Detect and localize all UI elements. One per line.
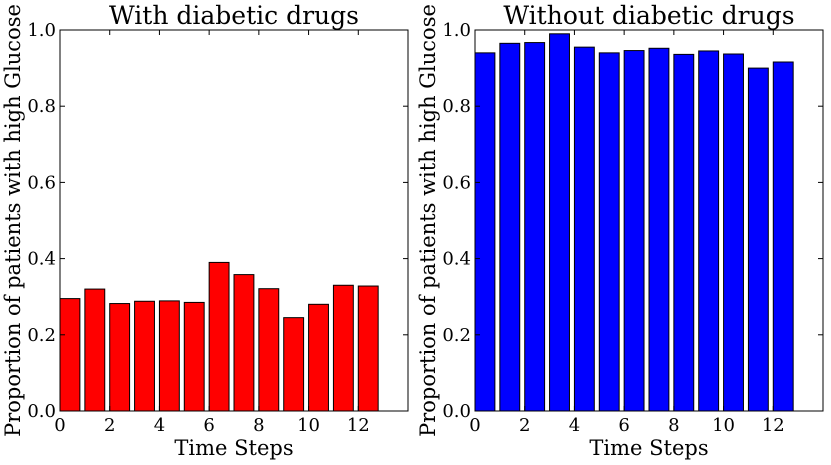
y-tick-label: 0.6 xyxy=(442,172,471,193)
y-tick-label: 0.8 xyxy=(442,96,471,117)
bar xyxy=(549,33,570,412)
y-tick-label: 0.2 xyxy=(27,325,56,346)
x-tick-label: 6 xyxy=(618,415,629,436)
x-tick-label: 6 xyxy=(203,415,214,436)
x-tick-label: 4 xyxy=(569,415,580,436)
x-tick-label: 8 xyxy=(253,415,264,436)
bar xyxy=(747,67,769,412)
bar xyxy=(109,303,131,412)
plot-frame xyxy=(59,29,409,412)
bar xyxy=(524,42,546,412)
x-tick-label: 2 xyxy=(104,415,115,436)
bar xyxy=(283,317,305,412)
chart-without-drugs: 0.0 0.2 0.4 0.6 0.8 1.0 0 2 4 6 8 10 12 Without diabe… xyxy=(416,1,824,460)
x-tick-label: 2 xyxy=(519,415,530,436)
bar xyxy=(573,46,595,412)
x-tick-label: 8 xyxy=(668,415,679,436)
y-tick-label: 0.2 xyxy=(442,325,471,346)
y-axis-label: Proportion of patients with high Glucose xyxy=(416,4,440,437)
x-tick-label: 0 xyxy=(469,415,480,436)
y-tick-label: 1.0 xyxy=(27,20,56,41)
bar xyxy=(258,288,280,412)
bar xyxy=(332,284,354,412)
bar xyxy=(772,61,794,412)
x-tick-label: 12 xyxy=(347,415,370,436)
y-tick-label: 0.4 xyxy=(27,249,56,270)
x-tick-label: 4 xyxy=(154,415,165,436)
x-axis-label: Time Steps xyxy=(174,436,293,460)
bar xyxy=(84,288,106,412)
x-tick-label: 0 xyxy=(54,415,65,436)
bar xyxy=(648,47,670,412)
bar xyxy=(183,301,205,412)
y-tick-label: 0.4 xyxy=(442,249,471,270)
bar xyxy=(357,285,379,412)
bar xyxy=(723,53,744,412)
y-tick-label: 0.0 xyxy=(27,401,56,422)
bar xyxy=(134,300,155,412)
bar xyxy=(158,300,180,412)
x-tick-label: 10 xyxy=(297,415,320,436)
y-tick-label: 1.0 xyxy=(442,20,471,41)
chart-title: With diabetic drugs xyxy=(109,1,359,30)
bar xyxy=(233,274,255,412)
plot-frame xyxy=(474,29,824,412)
bar xyxy=(308,303,329,412)
x-axis-label: Time Steps xyxy=(589,436,708,460)
y-tick-label: 0.0 xyxy=(442,401,471,422)
bar xyxy=(499,42,521,412)
y-tick-label: 0.6 xyxy=(27,172,56,193)
bar xyxy=(673,53,695,412)
bar xyxy=(623,50,645,412)
x-tick-label: 12 xyxy=(762,415,785,436)
bar xyxy=(208,261,230,412)
y-tick-label: 0.8 xyxy=(27,96,56,117)
chart-with-drugs: 0.0 0.2 0.4 0.6 0.8 1.0 0 2 4 6 8 10 12 With diabetic… xyxy=(1,1,409,460)
bar xyxy=(59,298,81,412)
bar xyxy=(598,52,620,412)
chart-title: Without diabetic drugs xyxy=(503,1,794,30)
y-axis-label: Proportion of patients with high Glucose xyxy=(1,4,25,437)
x-tick-label: 10 xyxy=(712,415,735,436)
bar xyxy=(698,50,720,412)
